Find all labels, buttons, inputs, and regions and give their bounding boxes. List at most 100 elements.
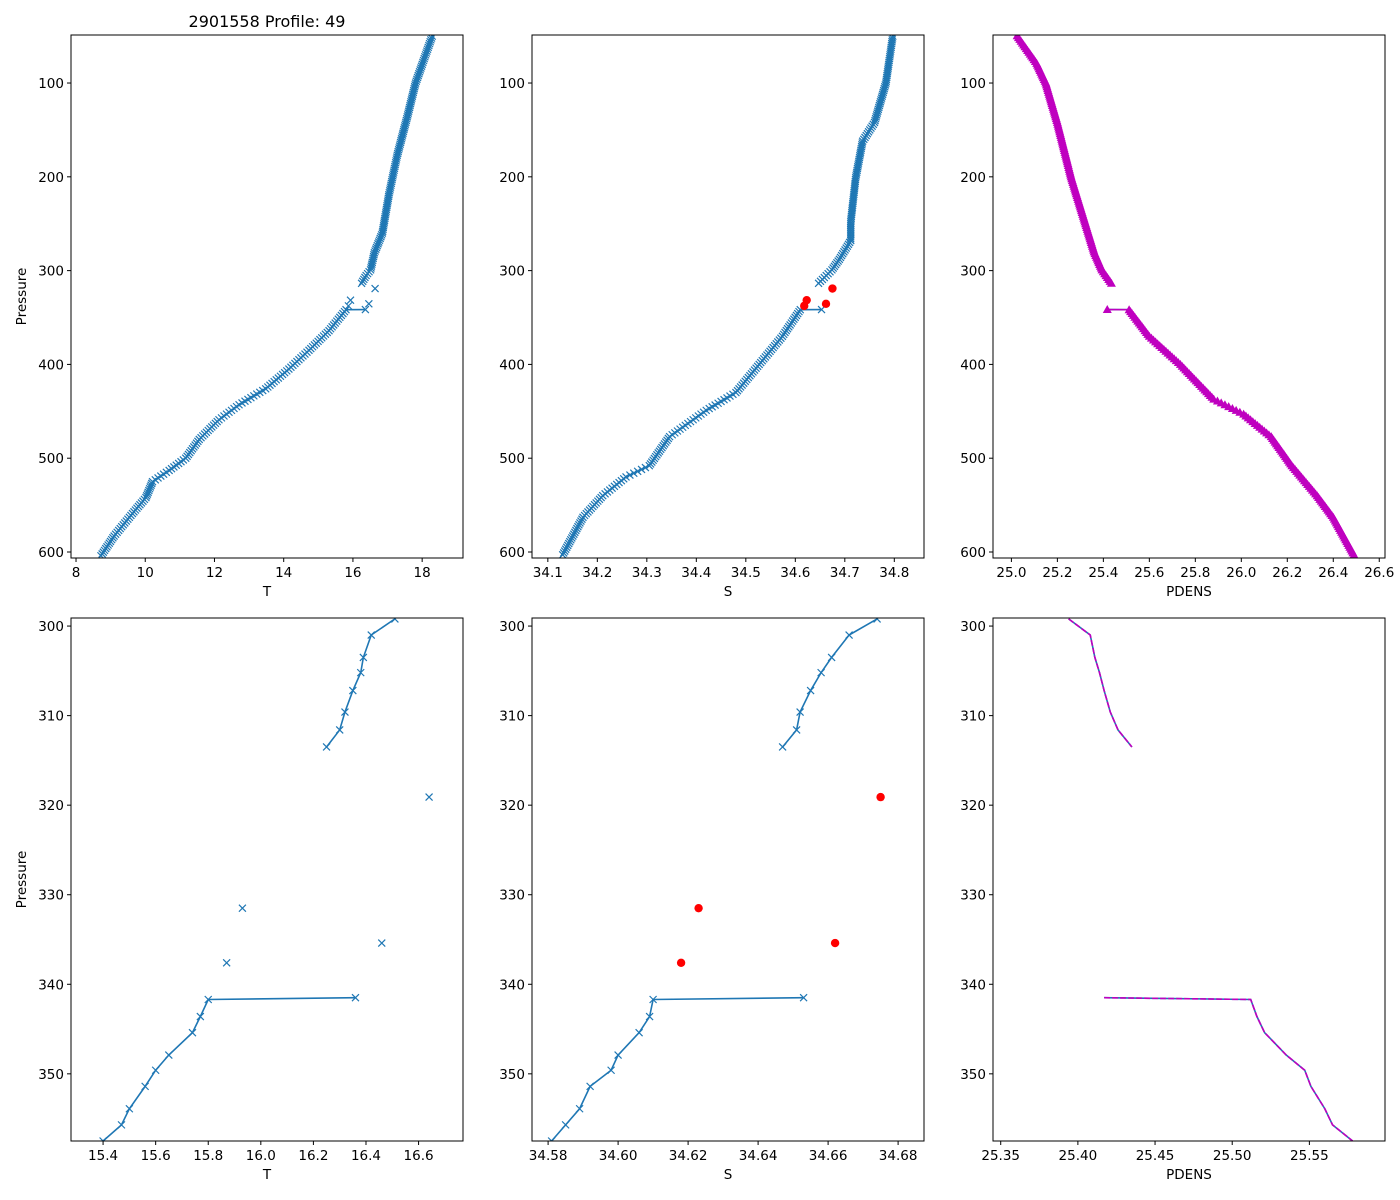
y-tick-label: 600 [960,545,986,561]
y-tick-label: 500 [960,451,986,467]
x-tick-label: 34.62 [669,1148,708,1164]
data-point-x-marker [151,1066,160,1075]
plot-area [1068,618,1354,1141]
x-axis-label: T [262,1167,272,1183]
data-point-x-marker [799,993,808,1002]
subplot-top-salinity: 34.1 34.2 34.3 34.4 34.5 34.6 34.7 34.8 100 200 30… [499,34,925,600]
series-pdens-upper [1068,618,1133,748]
data-point-x-marker [578,515,586,524]
data-point-x-marker [570,528,579,537]
y-tick-label: 320 [38,798,64,814]
data-point-x-marker [222,958,231,967]
data-point-x-marker [335,726,344,734]
y-tick-label: 200 [38,170,64,186]
x-axis-label: S [724,584,733,600]
x-tick-label: 15.8 [193,1148,223,1164]
y-axis-label: Pressure [14,851,30,909]
data-point-x-marker [425,793,434,802]
figure-title: 2901558 Profile: 49 [189,12,346,31]
data-point-x-marker [125,1104,134,1113]
data-point-x-marker [564,539,573,548]
data-point-x-marker [576,518,584,527]
x-tick-label: 25.0 [996,565,1026,581]
x-tick-label: 34.4 [681,565,711,581]
data-point-x-marker [238,904,247,913]
data-point-x-marker [827,653,836,662]
y-tick-label: 600 [38,545,64,561]
data-point-x-marker [792,726,801,734]
data-point-x-marker [846,231,855,239]
data-point-x-marker [806,686,815,695]
data-point-x-marker [569,530,578,539]
data-point-flagged-dot [821,299,831,309]
x-tick-label: 34.3 [632,565,662,581]
data-point-x-marker [629,469,638,478]
data-point-x-marker [778,743,787,751]
y-tick-label: 500 [499,451,525,467]
series-line-overlay [1068,618,1133,748]
series-line-overlay [1104,996,1354,1141]
y-tick-label: 320 [499,798,525,814]
x-tick-label: 15.4 [88,1148,118,1164]
series-s-good-lower [558,305,826,558]
data-point-x-marker [359,653,368,662]
x-tick-label: 26.4 [1318,565,1348,581]
y-tick-label: 400 [499,357,525,373]
y-tick-label: 400 [960,357,986,373]
x-tick-label: 25.8 [1180,565,1210,581]
data-point-x-marker [188,1028,197,1037]
y-tick-label: 200 [960,170,986,186]
data-point-x-marker [565,537,574,546]
data-point-x-marker [577,517,585,525]
x-tick-label: 25.4 [1088,565,1118,581]
plot-area [547,618,885,1141]
series-line [102,996,356,1141]
y-axis-label: Pressure [14,268,30,326]
plot-area [1012,35,1359,558]
data-point-triangle-marker [1106,278,1116,287]
data-point-x-marker [586,1082,595,1091]
series-t-good-lower [99,993,360,1141]
data-point-x-marker [846,221,855,230]
y-tick-label: 300 [38,619,64,635]
x-tick-label: 16.4 [351,1148,381,1164]
data-point-x-marker [361,305,370,314]
series-s-good-lower [547,993,808,1141]
y-tick-label: 330 [38,888,64,904]
subplot-bottom-salinity: 34.58 34.60 34.62 34.64 34.66 34.68 300 310 320 3… [499,617,925,1183]
data-point-flagged-dot [800,301,809,311]
data-point-flagged-dot [828,284,837,293]
series-t-flagged [344,284,380,310]
series-line [1068,618,1133,748]
x-tick-label: 18 [414,565,431,581]
series-pdens-lower [1104,996,1354,1141]
x-tick-label: 10 [137,565,154,581]
data-point-x-marker [845,631,854,639]
data-point-flagged-dot [830,938,840,948]
data-point-x-marker [567,534,576,542]
data-point-x-marker [796,708,805,716]
data-point-x-marker [633,467,642,476]
series-line [325,618,396,748]
x-tick-label: 34.2 [582,565,612,581]
x-tick-label: 8 [72,565,81,581]
data-point-x-marker [635,1028,644,1037]
data-point-x-marker [607,1066,616,1075]
data-point-x-marker [351,993,360,1002]
x-tick-label: 15.6 [141,1148,171,1164]
y-tick-label: 330 [499,888,525,904]
data-point-x-marker [322,743,331,751]
data-point-x-marker [357,279,366,288]
axes-frame [992,34,1386,559]
data-point-x-marker [571,526,580,535]
series-s-good-upper [814,35,897,288]
y-tick-label: 300 [499,264,525,280]
y-tick-label: 330 [960,888,986,904]
data-point-x-marker [97,551,105,558]
x-tick-label: 25.50 [1213,1148,1252,1164]
y-tick-label: 100 [499,76,525,92]
y-tick-label: 350 [499,1067,525,1083]
x-tick-label: 12 [206,565,223,581]
x-tick-label: 34.7 [830,565,860,581]
